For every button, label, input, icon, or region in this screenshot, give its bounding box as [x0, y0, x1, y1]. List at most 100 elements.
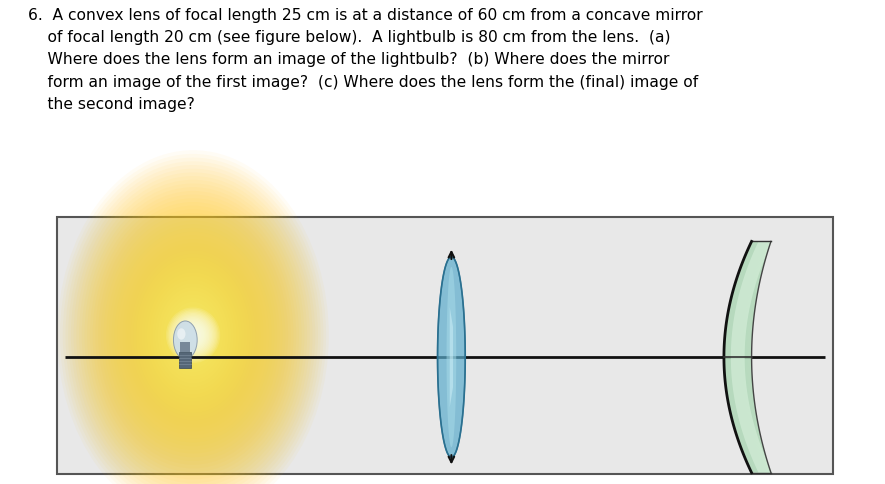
Ellipse shape — [125, 243, 261, 428]
Polygon shape — [741, 242, 764, 473]
Ellipse shape — [190, 333, 196, 338]
Ellipse shape — [88, 192, 299, 480]
Polygon shape — [724, 242, 771, 473]
Ellipse shape — [183, 326, 203, 345]
Polygon shape — [726, 242, 753, 473]
Ellipse shape — [177, 319, 210, 352]
Ellipse shape — [101, 210, 285, 461]
Ellipse shape — [185, 327, 201, 344]
Ellipse shape — [163, 295, 223, 376]
Ellipse shape — [160, 291, 226, 380]
Ellipse shape — [173, 321, 197, 359]
Polygon shape — [724, 242, 752, 473]
Ellipse shape — [131, 251, 256, 421]
Ellipse shape — [172, 313, 215, 358]
Ellipse shape — [150, 276, 236, 394]
Ellipse shape — [167, 309, 219, 362]
Polygon shape — [727, 242, 755, 473]
Polygon shape — [747, 242, 768, 473]
Ellipse shape — [180, 322, 206, 349]
Ellipse shape — [189, 332, 197, 340]
Polygon shape — [749, 242, 770, 473]
Ellipse shape — [165, 299, 220, 373]
Polygon shape — [729, 242, 756, 473]
Ellipse shape — [188, 328, 198, 343]
Polygon shape — [735, 242, 760, 473]
Ellipse shape — [134, 254, 253, 417]
Ellipse shape — [177, 329, 186, 340]
Polygon shape — [437, 257, 466, 457]
Polygon shape — [727, 242, 754, 473]
Polygon shape — [740, 242, 763, 473]
Ellipse shape — [182, 321, 204, 350]
Ellipse shape — [169, 302, 218, 369]
Ellipse shape — [139, 262, 248, 409]
Ellipse shape — [158, 287, 228, 383]
Polygon shape — [732, 242, 758, 473]
Ellipse shape — [147, 273, 239, 398]
Ellipse shape — [155, 284, 231, 387]
Ellipse shape — [119, 236, 266, 435]
Ellipse shape — [98, 206, 289, 465]
Polygon shape — [450, 307, 453, 408]
Ellipse shape — [106, 217, 280, 454]
Ellipse shape — [180, 317, 206, 354]
Ellipse shape — [96, 203, 291, 469]
Polygon shape — [743, 242, 766, 473]
Ellipse shape — [172, 306, 215, 365]
Ellipse shape — [181, 323, 205, 348]
Polygon shape — [744, 242, 766, 473]
Bar — [180, 352, 191, 368]
Ellipse shape — [185, 324, 201, 347]
Ellipse shape — [122, 240, 264, 432]
Ellipse shape — [152, 280, 234, 391]
Ellipse shape — [128, 247, 258, 424]
Bar — [58, 217, 833, 474]
Polygon shape — [728, 242, 756, 473]
Ellipse shape — [173, 315, 213, 356]
Polygon shape — [738, 242, 762, 473]
Ellipse shape — [112, 225, 274, 446]
Polygon shape — [743, 242, 766, 473]
Text: 6.  A convex lens of focal length 25 cm is at a distance of 60 cm from a concave: 6. A convex lens of focal length 25 cm i… — [27, 8, 703, 112]
Polygon shape — [731, 242, 758, 473]
Ellipse shape — [136, 258, 250, 413]
Ellipse shape — [117, 232, 269, 439]
Ellipse shape — [114, 228, 272, 443]
Polygon shape — [748, 242, 769, 473]
Polygon shape — [750, 242, 770, 473]
Polygon shape — [736, 242, 760, 473]
Ellipse shape — [174, 310, 212, 362]
Ellipse shape — [93, 199, 294, 472]
Polygon shape — [737, 242, 761, 473]
Polygon shape — [750, 242, 771, 473]
Polygon shape — [733, 242, 758, 473]
Polygon shape — [739, 242, 763, 473]
Ellipse shape — [182, 324, 204, 347]
Ellipse shape — [174, 316, 212, 355]
Ellipse shape — [144, 269, 242, 402]
Polygon shape — [734, 242, 759, 473]
Polygon shape — [730, 242, 757, 473]
Ellipse shape — [186, 329, 200, 343]
Ellipse shape — [169, 311, 218, 361]
Ellipse shape — [192, 334, 195, 337]
Polygon shape — [725, 242, 753, 473]
Ellipse shape — [170, 312, 216, 359]
Polygon shape — [731, 242, 773, 473]
Ellipse shape — [165, 308, 220, 363]
Polygon shape — [746, 242, 767, 473]
Ellipse shape — [104, 213, 282, 457]
Ellipse shape — [90, 195, 296, 476]
Ellipse shape — [178, 320, 208, 351]
Polygon shape — [745, 242, 767, 473]
Ellipse shape — [190, 332, 196, 339]
Ellipse shape — [84, 188, 302, 483]
Bar — [181, 342, 190, 352]
Ellipse shape — [175, 318, 211, 353]
Polygon shape — [742, 242, 765, 473]
Ellipse shape — [142, 265, 244, 406]
Polygon shape — [447, 267, 457, 447]
Ellipse shape — [188, 330, 198, 341]
Ellipse shape — [109, 221, 277, 450]
